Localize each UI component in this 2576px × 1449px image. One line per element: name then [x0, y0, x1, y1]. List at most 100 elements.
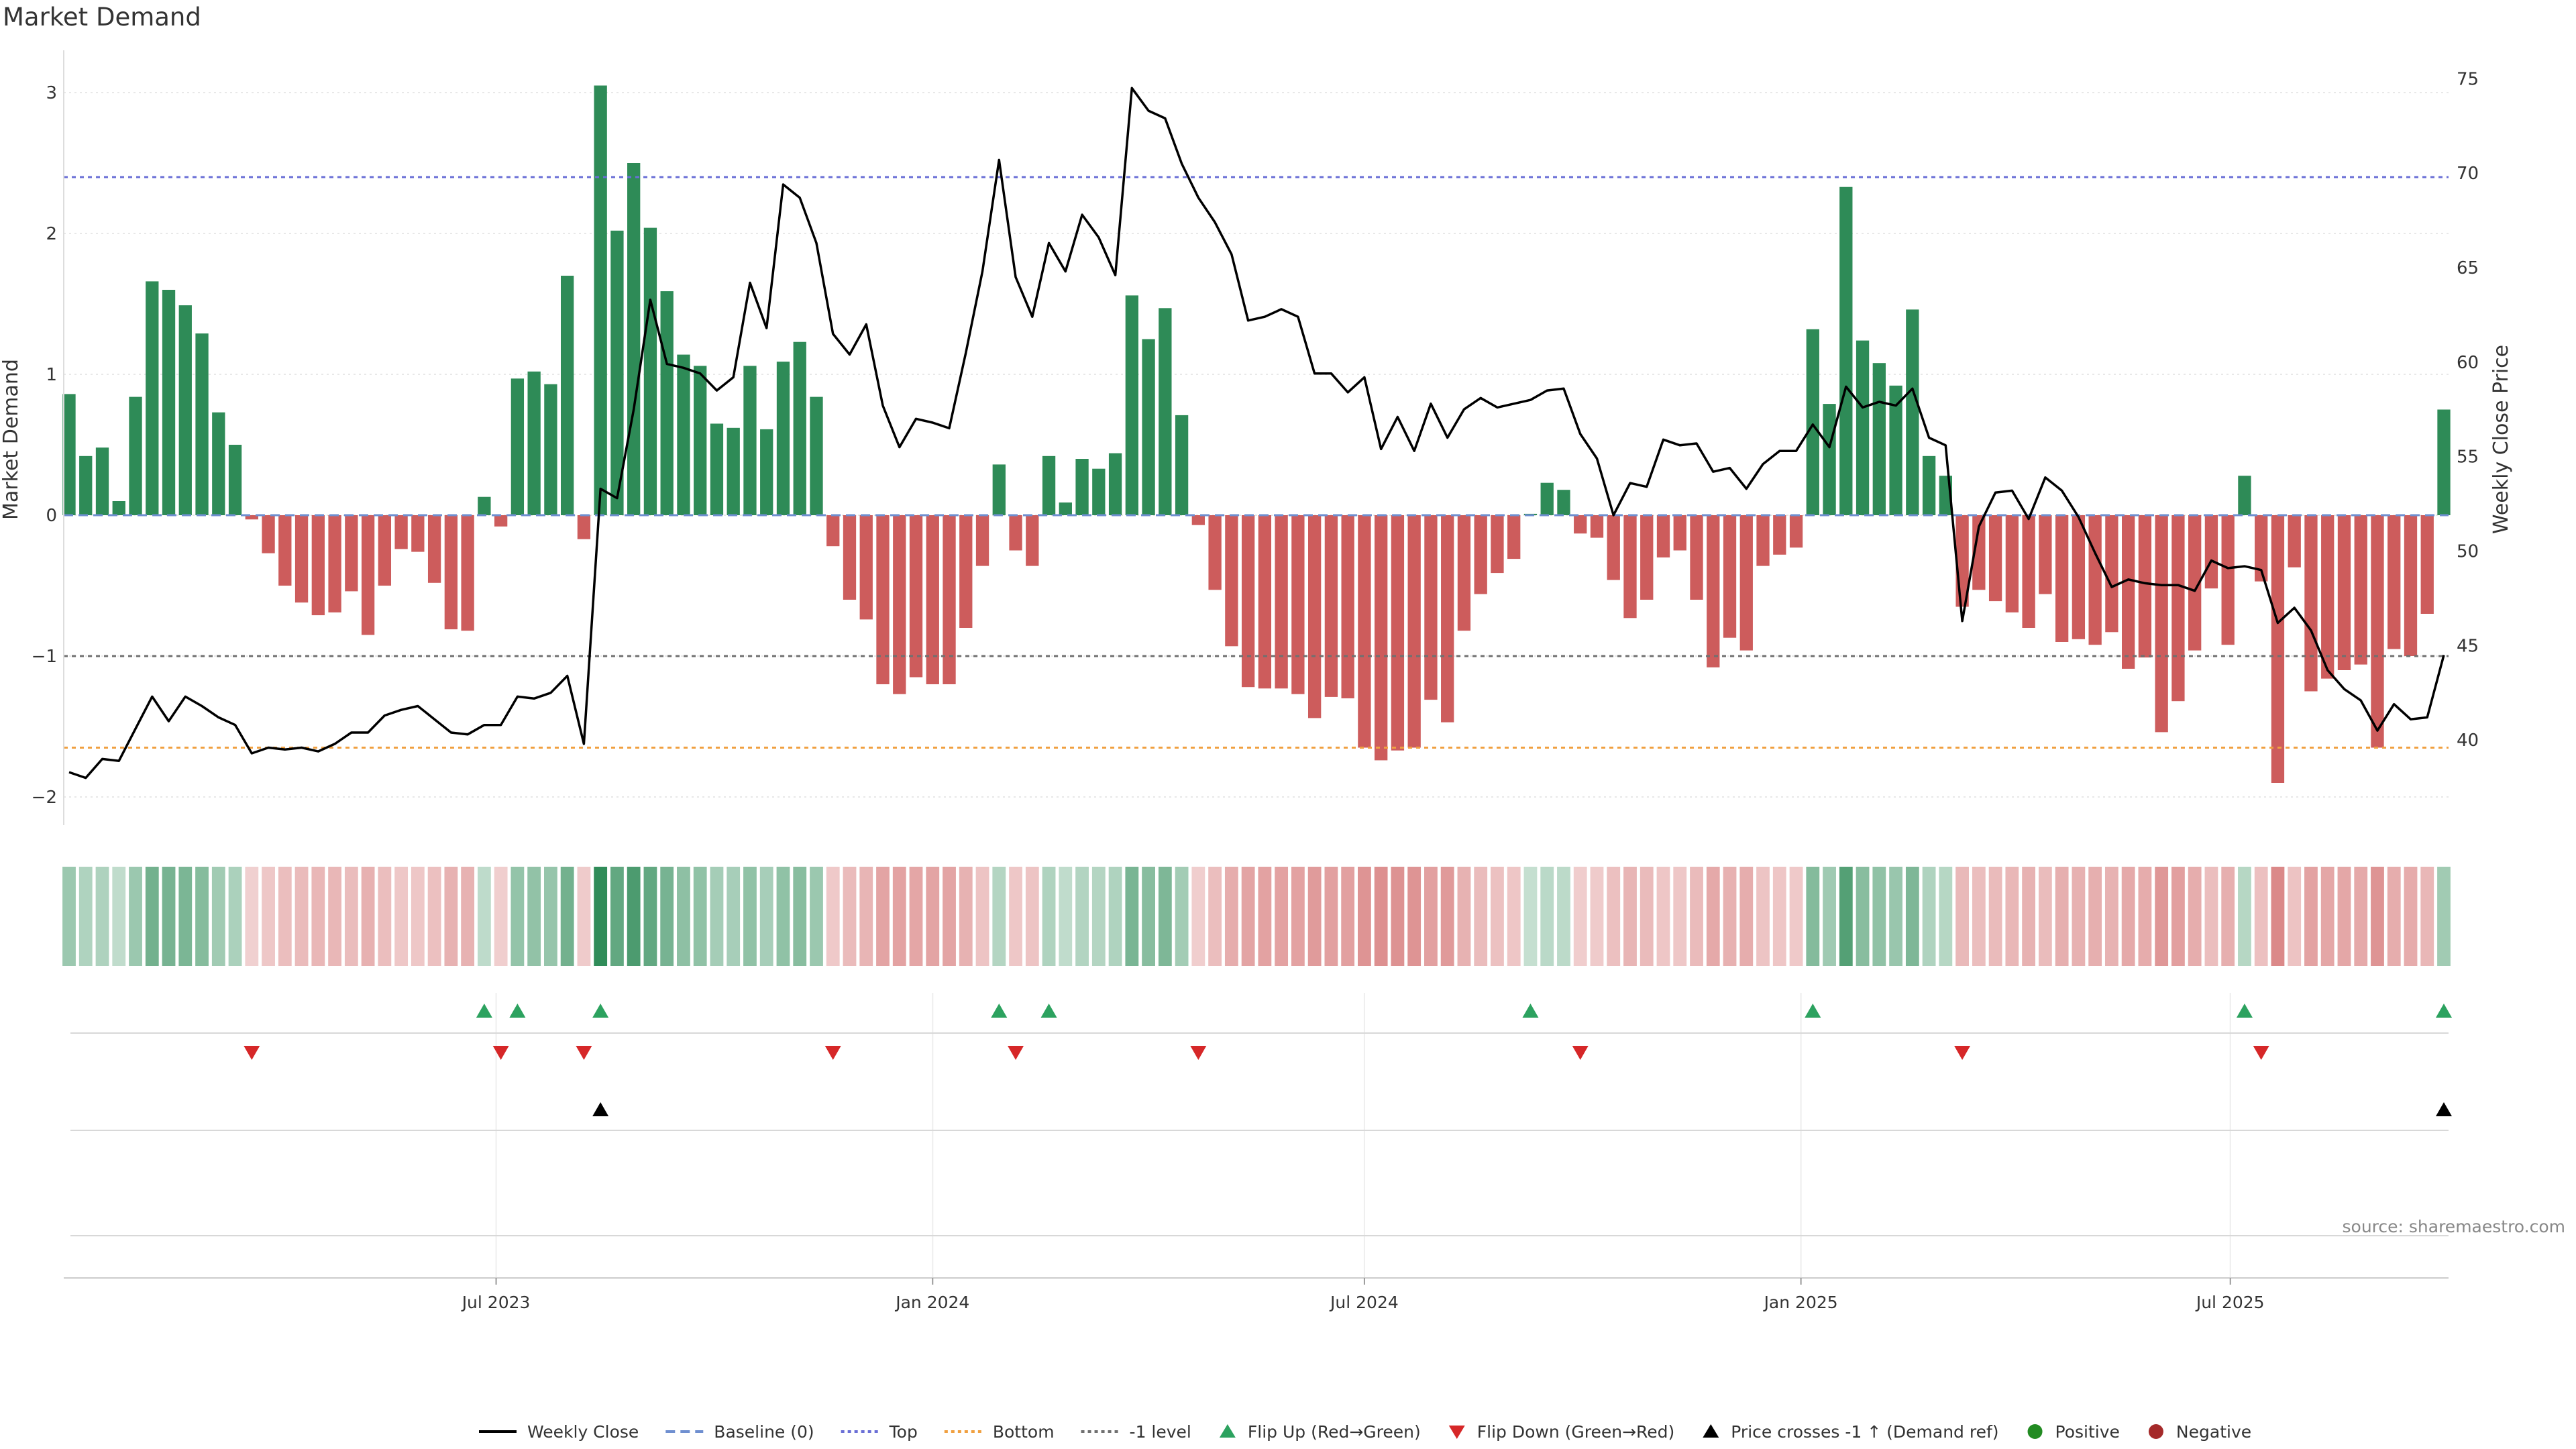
demand-bar [1972, 515, 1986, 590]
heat-cell [2104, 867, 2118, 966]
y-tick-label-right: 75 [2457, 69, 2479, 89]
heat-cell [1623, 867, 1637, 966]
y-tick-label-left: −1 [32, 647, 57, 667]
demand-bar [1059, 502, 1072, 515]
demand-bar [1175, 415, 1189, 515]
demand-bar [444, 515, 458, 630]
demand-bar [2238, 476, 2251, 515]
demand-bar [2005, 515, 2019, 612]
heat-cell [162, 867, 176, 966]
demand-bar [594, 85, 607, 515]
demand-bar [1341, 515, 1354, 698]
heat-cell [992, 867, 1006, 966]
price-cross-marker [592, 1102, 609, 1116]
heat-cell [1607, 867, 1621, 966]
demand-bar [743, 366, 757, 515]
y-tick-label-left: 2 [46, 224, 57, 244]
demand-bar [328, 515, 341, 612]
y-tick-label-right: 50 [2457, 542, 2479, 562]
demand-bar [1457, 515, 1471, 631]
price-cross-marker [2436, 1102, 2452, 1116]
demand-bar [1009, 515, 1022, 551]
heat-cell [95, 867, 109, 966]
heat-cell [2088, 867, 2102, 966]
heat-cell [743, 867, 757, 966]
legend-label: Positive [2055, 1422, 2120, 1442]
heat-cell [1291, 867, 1305, 966]
demand-bar [2171, 515, 2185, 702]
heat-cell [2320, 867, 2334, 966]
heat-cell [1922, 867, 1936, 966]
demand-bar [1806, 329, 1819, 515]
demand-bar [178, 305, 192, 515]
flip-down-marker [576, 1046, 592, 1060]
y-axis-label-left: Market Demand [0, 359, 23, 520]
legend-swatch [1219, 1424, 1236, 1438]
demand-bar [1092, 468, 1106, 515]
demand-bar [1324, 515, 1338, 697]
demand-bar [826, 515, 840, 547]
heat-cell [759, 867, 773, 966]
demand-bar [146, 281, 159, 515]
legend-swatch [1703, 1424, 1719, 1438]
y-tick-label-left: 3 [46, 83, 57, 103]
heat-cell [2420, 867, 2434, 966]
legend-label: Negative [2176, 1422, 2251, 1442]
demand-bar [1042, 455, 1056, 515]
demand-bar [1707, 515, 1720, 667]
heat-cell [594, 867, 608, 966]
legend-item: Negative [2148, 1422, 2251, 1442]
demand-bar [228, 445, 242, 515]
demand-bar [2404, 515, 2418, 656]
heat-cell [1175, 867, 1189, 966]
demand-bar [1623, 515, 1637, 619]
heat-cell [1872, 867, 1886, 966]
y-tick-label-right: 45 [2457, 636, 2479, 656]
heat-cell [2354, 867, 2368, 966]
demand-bar [1191, 515, 1205, 525]
heat-cell [211, 867, 225, 966]
demand-bar [2271, 515, 2285, 783]
flip-down-marker [1008, 1046, 1024, 1060]
demand-bar [1607, 515, 1620, 580]
demand-bar [810, 396, 823, 515]
demand-bar [1557, 490, 1570, 515]
heat-cell [1656, 867, 1670, 966]
demand-bar [1690, 515, 1703, 600]
y-tick-label-right: 55 [2457, 447, 2479, 468]
heat-cell [2171, 867, 2185, 966]
demand-bar [1241, 515, 1255, 688]
heat-cell [975, 867, 989, 966]
heat-cell [2188, 867, 2202, 966]
demand-bar [2437, 409, 2451, 515]
heat-cell [228, 867, 242, 966]
heat-cell [1424, 867, 1438, 966]
heat-cell [145, 867, 159, 966]
demand-bar [2204, 515, 2218, 589]
heat-cell [1258, 867, 1272, 966]
demand-bar [411, 515, 425, 552]
demand-bar [394, 515, 408, 549]
demand-bar [694, 366, 707, 515]
legend-item: Baseline (0) [665, 1422, 814, 1442]
heat-cell [1905, 867, 1919, 966]
demand-bar [1889, 385, 1902, 515]
x-tick-label: Jan 2025 [1763, 1293, 1838, 1312]
demand-bar [311, 515, 325, 616]
heat-cell [826, 867, 840, 966]
demand-bar [727, 427, 740, 515]
heat-cell [1789, 867, 1803, 966]
demand-bar [1739, 515, 1753, 651]
heat-cell [1358, 867, 1371, 966]
demand-bar [195, 333, 209, 515]
heat-cell [1673, 867, 1687, 966]
demand-bar [1291, 515, 1305, 694]
demand-bar [1474, 515, 1487, 594]
demand-bar [1258, 515, 1272, 689]
demand-bar [1159, 308, 1172, 515]
demand-bar [544, 384, 557, 515]
demand-bar [2221, 515, 2235, 645]
x-tick-label: Jul 2023 [461, 1293, 531, 1312]
heat-cell [577, 867, 591, 966]
flip-down-marker [2253, 1046, 2269, 1060]
